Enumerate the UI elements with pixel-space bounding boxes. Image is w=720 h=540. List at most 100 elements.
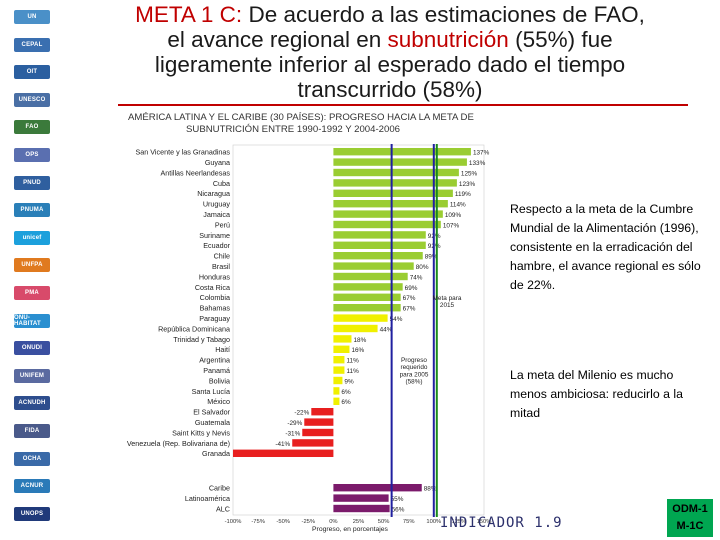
category-label-1: Guyana: [205, 158, 230, 167]
category-label-6: Jamaica: [203, 210, 230, 219]
data-label-3: 123%: [459, 181, 476, 188]
bar-10: [333, 252, 423, 260]
category-label-21: Panamá: [203, 366, 230, 375]
bar-0: [333, 148, 471, 156]
logo-fida: FIDA: [14, 424, 50, 438]
category-label-13: Costa Rica: [195, 283, 230, 292]
category-label-28: Venezuela (Rep. Bolivariana de): [127, 439, 230, 448]
note-wfs-goal: Respecto a la meta de la Cumbre Mundial …: [510, 202, 701, 292]
bar-2: [333, 168, 459, 177]
category-label-19: Haití: [215, 345, 230, 354]
category-label-31: Latinoamérica: [185, 494, 230, 503]
data-label-10: 89%: [425, 254, 438, 261]
badge-line1: ODM-1: [672, 503, 708, 515]
data-label-15: 67%: [403, 306, 416, 313]
category-label-8: Suriname: [199, 231, 230, 240]
category-label-24: México: [207, 397, 230, 406]
category-label-25: El Salvador: [193, 408, 230, 417]
badge-line2: M-1C: [676, 520, 704, 532]
data-label-12: 74%: [410, 274, 423, 281]
odm-badge: ODM-1 M-1C: [667, 499, 713, 537]
bar-17: [333, 324, 378, 333]
logo-unops: UNOPS: [14, 506, 50, 521]
data-label-7: 107%: [443, 222, 460, 229]
data-label-20: 11%: [346, 358, 359, 365]
reference-annotation-1: Progreso requerido para 2005 (58%): [400, 357, 429, 386]
logo-pma: PMA: [14, 286, 50, 300]
title-highlight: subnutrición: [387, 27, 509, 52]
category-label-29: Granada: [202, 449, 230, 458]
data-label-16: 54%: [390, 316, 403, 323]
data-label-19: 16%: [351, 347, 364, 354]
plot-area: [232, 144, 485, 516]
agency-logo-strip: UN CEPAL OIT UNESCO FAO OPS PNUD PNUMA unicef UNF…: [0, 0, 66, 540]
bar-3: [333, 179, 457, 187]
bar-28: [292, 439, 334, 447]
reference-annotation-0: Meta para 2015: [433, 295, 462, 309]
title-line2-end: (55%) fue: [508, 27, 613, 52]
category-label-23: Santa Lucía: [192, 387, 230, 396]
bar-21: [333, 366, 345, 374]
data-label-17: 44%: [380, 326, 393, 333]
logo-unesco: UNESCO: [14, 92, 50, 107]
bar-18: [333, 335, 352, 343]
title-prefix: META 1 C:: [135, 2, 243, 27]
bar-20: [333, 356, 345, 364]
data-label-11: 80%: [416, 264, 429, 271]
category-label-0: San Vicente y las Granadinas: [135, 148, 230, 157]
bar-13: [333, 283, 403, 291]
logo-unifem: UNIFEM: [14, 368, 50, 383]
data-label-1: 133%: [469, 160, 486, 167]
logo-ocha: OCHA: [14, 451, 50, 466]
data-label-30: 88%: [424, 486, 437, 493]
data-label-28: -41%: [275, 441, 290, 448]
title-line4: transcurrido (58%): [297, 77, 483, 102]
data-label-0: 137%: [473, 150, 490, 157]
logo-pnud: PNUD: [14, 175, 50, 190]
bar-12: [333, 272, 408, 281]
data-label-24: 6%: [341, 399, 351, 406]
title-underline: [118, 104, 688, 106]
tick-label-2: -50%: [276, 519, 290, 525]
bar-15: [333, 304, 401, 312]
logo-unicef: unicef: [14, 230, 50, 245]
data-label-6: 109%: [445, 212, 462, 219]
category-label-3: Cuba: [213, 179, 230, 188]
bar-6: [333, 210, 443, 218]
tick-label-8: 100%: [426, 519, 441, 525]
data-label-22: 9%: [344, 378, 354, 385]
bar-4: [333, 189, 453, 197]
category-label-12: Honduras: [199, 272, 231, 281]
logo-oit: OIT: [14, 65, 50, 80]
logo-un: UN: [14, 10, 50, 24]
tick-label-0: -100%: [225, 519, 242, 525]
bar-31: [333, 494, 389, 502]
chart-title-line1: AMÉRICA LATINA Y EL CARIBE (30 PAÍSES): …: [128, 112, 474, 123]
data-label-23: 6%: [341, 389, 351, 396]
data-label-32: 56%: [392, 506, 405, 513]
category-label-16: Paraguay: [199, 314, 230, 323]
logo-onudi: ONUDI: [14, 341, 50, 356]
bar-25: [311, 408, 334, 416]
title-line1: De acuerdo a las estimaciones de FAO,: [242, 2, 645, 27]
bar-9: [333, 241, 426, 249]
category-label-26: Guatemala: [195, 418, 230, 427]
chart-title: AMÉRICA LATINA Y EL CARIBE (30 PAÍSES): …: [128, 112, 528, 136]
category-label-14: Colombia: [200, 293, 230, 302]
bar-11: [333, 262, 414, 270]
data-label-18: 18%: [353, 337, 366, 344]
bar-1: [333, 158, 467, 166]
bar-23: [333, 387, 340, 395]
tick-label-9: 125%: [451, 519, 466, 525]
logo-pnuma: PNUMA: [14, 203, 50, 218]
slide-title: META 1 C: De acuerdo a las estimaciones …: [100, 2, 680, 102]
logo-onu-habitat: ONU-HABITAT: [14, 313, 50, 328]
category-label-27: Saint Kitts y Nevis: [172, 428, 230, 437]
category-label-20: Argentina: [199, 356, 230, 365]
bar-27: [302, 428, 334, 437]
bar-14: [333, 293, 401, 301]
category-label-9: Ecuador: [203, 241, 230, 250]
indicator-label: INDICADOR 1.9: [440, 515, 563, 531]
category-label-11: Brasil: [212, 262, 230, 271]
bar-22: [333, 376, 343, 385]
